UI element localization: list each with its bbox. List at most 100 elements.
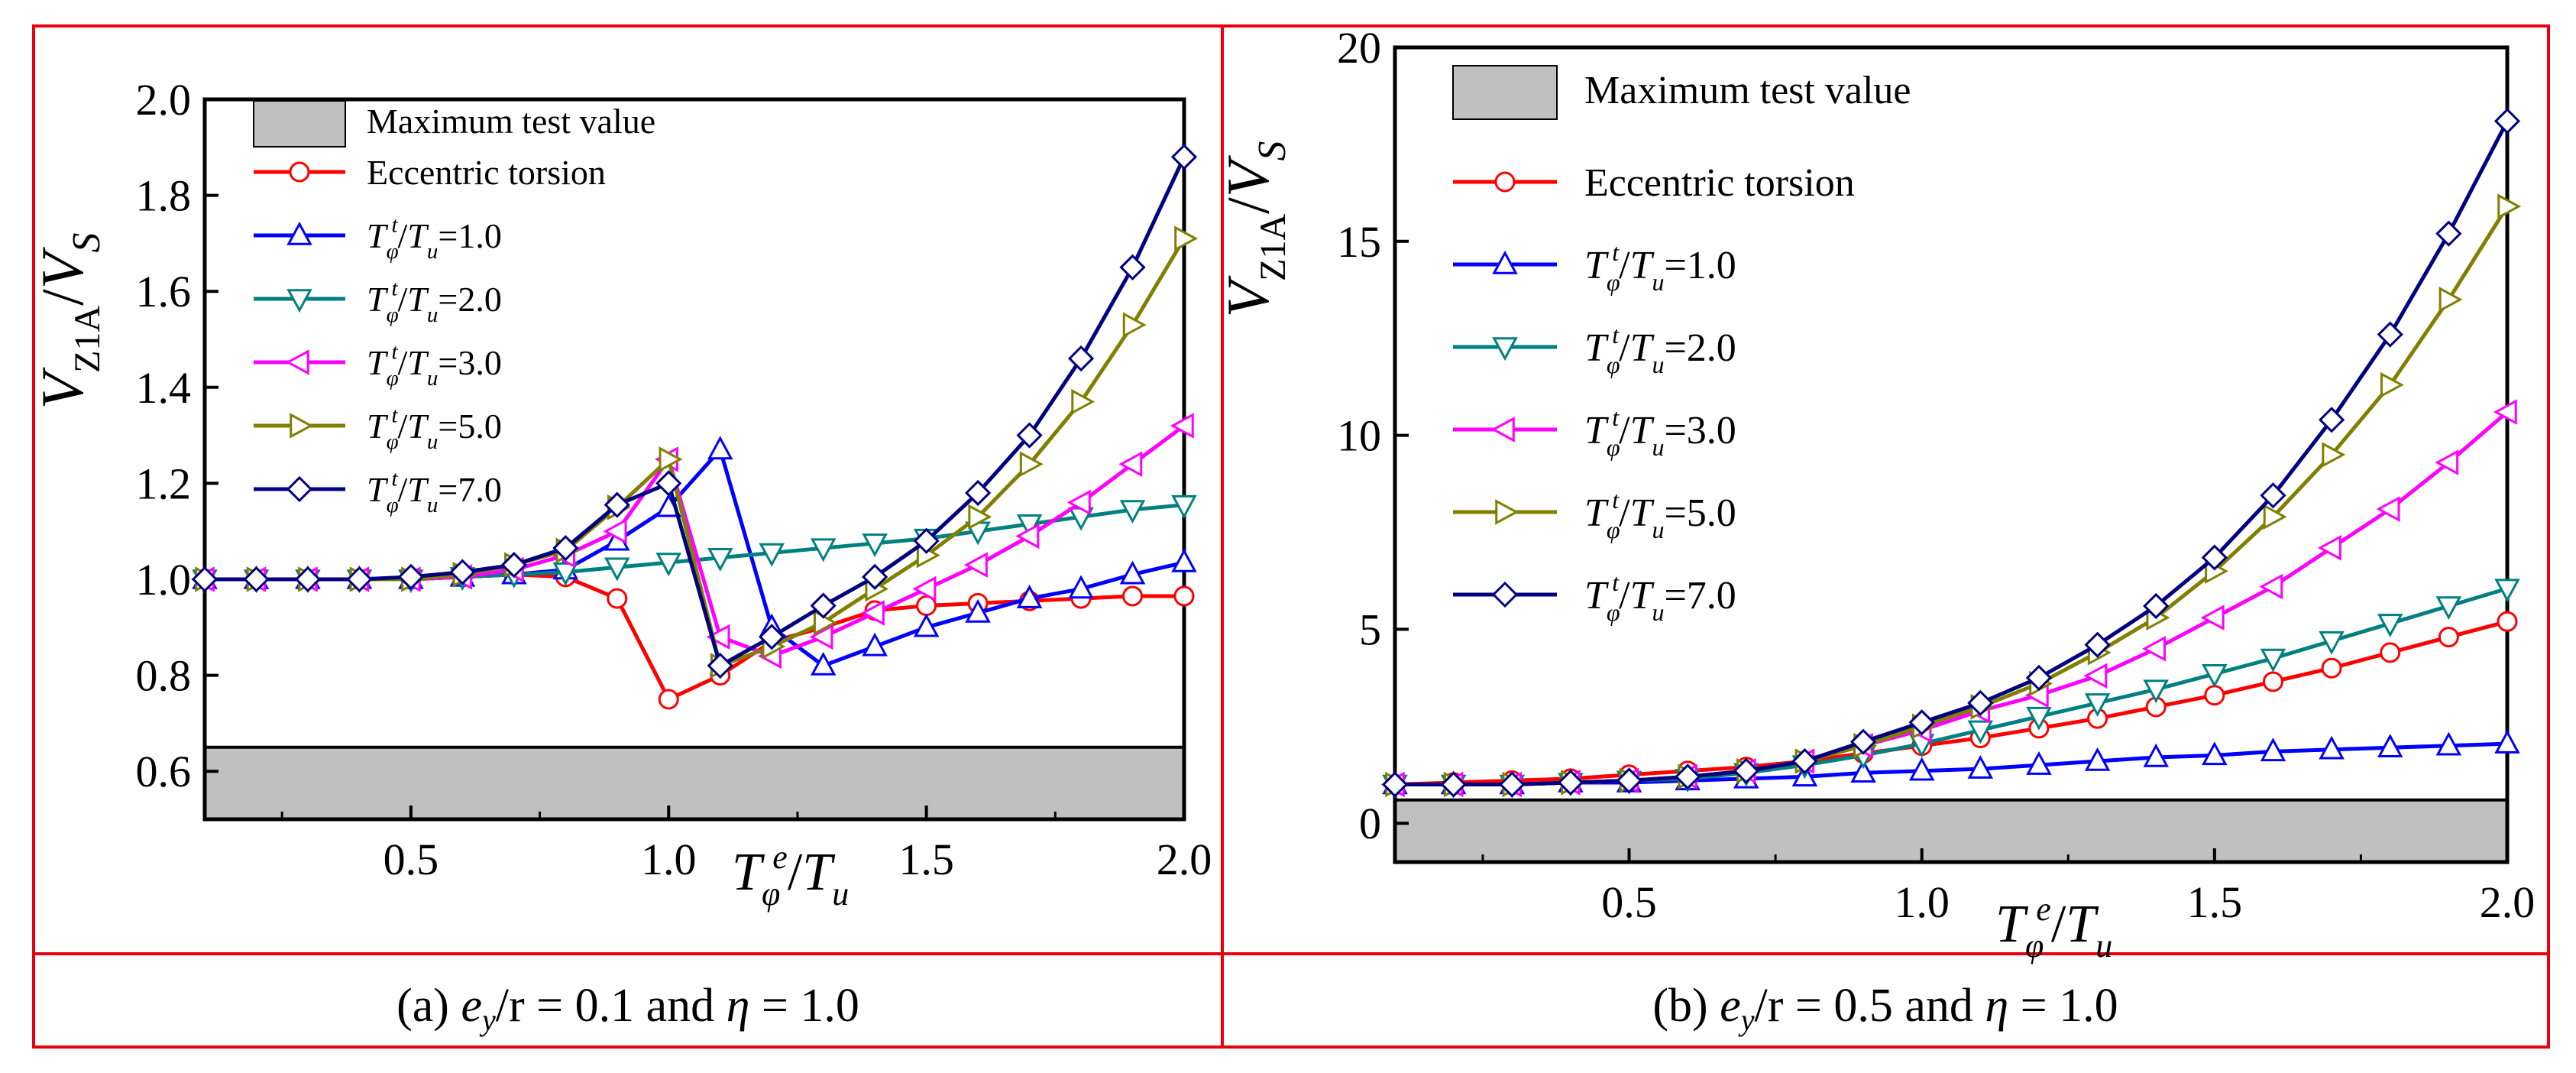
- pb-series-2-point-19: [2494, 579, 2520, 603]
- pa-legend-label-5-slash: /: [398, 470, 408, 509]
- pb-legend-label-3-sub2: u: [1652, 433, 1664, 461]
- pb-legend-label-5: Tφt/Tu=7.0: [1584, 569, 1736, 626]
- pa-series-3-point-16: [1015, 523, 1040, 549]
- caption-a-var2: η: [727, 980, 750, 1032]
- pb-xlabel-sup: e: [2036, 890, 2051, 928]
- pa-series-2-point-16: [1016, 514, 1043, 538]
- pa-legend-label-3-sub2: u: [427, 366, 439, 391]
- pb-legend-label-4-T: T: [1584, 491, 1609, 535]
- pb-band: [1395, 799, 2507, 862]
- pb-legend-marker-3: [1490, 417, 1515, 442]
- pa-xlabel-sup: e: [772, 838, 788, 876]
- pb-legend-label-2-eq: =2.0: [1664, 326, 1736, 370]
- pa-series-4-point-19: [1174, 225, 1199, 251]
- pa-legend-label-1-T: T: [367, 216, 389, 255]
- pb-series-1-point-17: [2377, 734, 2403, 758]
- pa-series-5-point-7: [552, 535, 579, 562]
- pa-series-1-point-15: [965, 598, 991, 623]
- pa-legend-label-5-sub2: u: [427, 493, 439, 517]
- pb-legend-label-0: Eccentric torsion: [1584, 161, 1855, 205]
- pa-series-1-point-16: [1016, 584, 1043, 608]
- pa-legend-label-5-sub: φ: [387, 493, 399, 517]
- pa-legend-marker-3: [285, 349, 309, 375]
- pa-legend-label-4: Tφt/Tu=5.0: [367, 403, 502, 454]
- pb-series-0-line: [1394, 619, 2508, 786]
- pa-series-2-point-9: [655, 553, 682, 577]
- pb-series-2-point-18: [2435, 596, 2462, 621]
- pb-series-0-point-15: [2262, 671, 2283, 692]
- pa-legend-label-2-slash: /: [398, 280, 408, 319]
- pb-series-1-point-18: [2435, 731, 2462, 756]
- pa-legend-band-label: Maximum test value: [367, 102, 655, 141]
- pa-series-1-point-13: [862, 632, 888, 656]
- pa-legend-label-3-sup: t: [391, 339, 398, 364]
- pb-xlabel-sub2: u: [2095, 927, 2112, 964]
- pa-legend-label-3-T: T: [367, 343, 389, 382]
- pb-legend-label-3-T: T: [1584, 409, 1609, 452]
- pa-series-1-point-12: [810, 651, 837, 676]
- pb-series-5-point-0: [1381, 771, 1409, 798]
- pb-series-3-line: [1395, 410, 2509, 786]
- pb-ytick-label-3: 15: [1337, 217, 1381, 267]
- pa-legend-label-4-T: T: [367, 407, 389, 446]
- pb-legend-label-4-sup: t: [1612, 486, 1620, 514]
- pb-series-1-point-14: [2202, 741, 2228, 766]
- pb-series-0-point-18: [2438, 627, 2459, 648]
- pb-ylabel-slash: /: [1215, 197, 1281, 214]
- pa-legend-label-2-sup: t: [391, 276, 398, 300]
- pb-ytick-label-4: 20: [1337, 23, 1381, 73]
- pa-series-3-point-17: [1066, 489, 1091, 516]
- pa-band: [205, 747, 1184, 819]
- pa-series-3-point-14: [912, 575, 937, 602]
- pb-series-0-point-17: [2380, 642, 2401, 663]
- pa-series-1-point-19: [1171, 548, 1197, 572]
- pb-series-5-point-5: [1675, 763, 1701, 790]
- pa-ylabel-sub2: S: [65, 233, 108, 253]
- chart-panel-b: 0.5 1.0 1.5 2.0 0 5 10 15 20 Maximum test value Ec…: [1215, 23, 2535, 964]
- pa-legend-label-3-T2: T: [407, 343, 429, 382]
- pb-ytick-label-0: 0: [1359, 799, 1381, 848]
- pb-ytick-label-1: 5: [1359, 605, 1381, 654]
- pa-legend-label-1: Tφt/Tu=1.0: [367, 212, 502, 264]
- pa-legend-label-3: Tφt/Tu=3.0: [367, 339, 502, 391]
- pa-series-5-point-9: [655, 470, 682, 497]
- pb-xtick-label-0: 0.5: [1601, 877, 1657, 927]
- pb-xlabel-T2: T: [2066, 895, 2099, 954]
- pa-series-5-point-13: [862, 563, 888, 590]
- pb-ylabel-sub2: S: [1251, 141, 1294, 161]
- pa-series-3-point-19: [1170, 413, 1194, 439]
- pb-series-4-line: [1395, 205, 2510, 786]
- pb-legend-marker-5: [1491, 581, 1519, 608]
- pa-series-5-point-15: [964, 479, 992, 507]
- pb-legend-label-1: Tφt/Tu=1.0: [1584, 238, 1736, 296]
- pa-series-5-point-17: [1067, 345, 1095, 372]
- pb-legend-label-4-T2: T: [1630, 491, 1655, 535]
- pb-legend-marker-2: [1492, 337, 1518, 361]
- pa-series-5-point-19: [1170, 144, 1198, 170]
- pb-legend-label-2-T: T: [1584, 326, 1609, 370]
- pb-legend-marker-1: [1492, 250, 1518, 274]
- pb-legend-label-2-sub2: u: [1652, 351, 1664, 378]
- pb-legend-marker-0: [1494, 171, 1516, 193]
- pa-xlabel-T: T: [732, 843, 765, 902]
- pb-series-2-point-14: [2202, 664, 2228, 688]
- pa-series-5-point-6: [500, 552, 527, 579]
- pb-series-3-point-19: [2493, 399, 2517, 425]
- caption-b-var1-sub: y: [1738, 1003, 1755, 1037]
- pb-series-5-point-15: [2260, 482, 2286, 509]
- pb-series-1-point-16: [2319, 735, 2345, 760]
- pa-legend-label-3-sub: φ: [387, 366, 399, 391]
- pb-series-5-point-18: [2435, 220, 2462, 247]
- pa-legend-label-5-T2: T: [407, 470, 429, 509]
- pb-series-2-point-11: [2026, 706, 2052, 731]
- pa-ytick-label-6: 1.8: [136, 171, 192, 221]
- pa-legend-label-1-sub2: u: [427, 239, 439, 264]
- pb-xtick-label-2: 1.5: [2187, 877, 2243, 927]
- pb-series-4-point-18: [2438, 287, 2463, 313]
- pb-series-2-point-17: [2377, 614, 2403, 637]
- pb-legend-label-3-eq: =3.0: [1664, 409, 1736, 452]
- pb-series-3-point-14: [2200, 605, 2225, 631]
- pb-legend-label-5-sub2: u: [1652, 598, 1664, 626]
